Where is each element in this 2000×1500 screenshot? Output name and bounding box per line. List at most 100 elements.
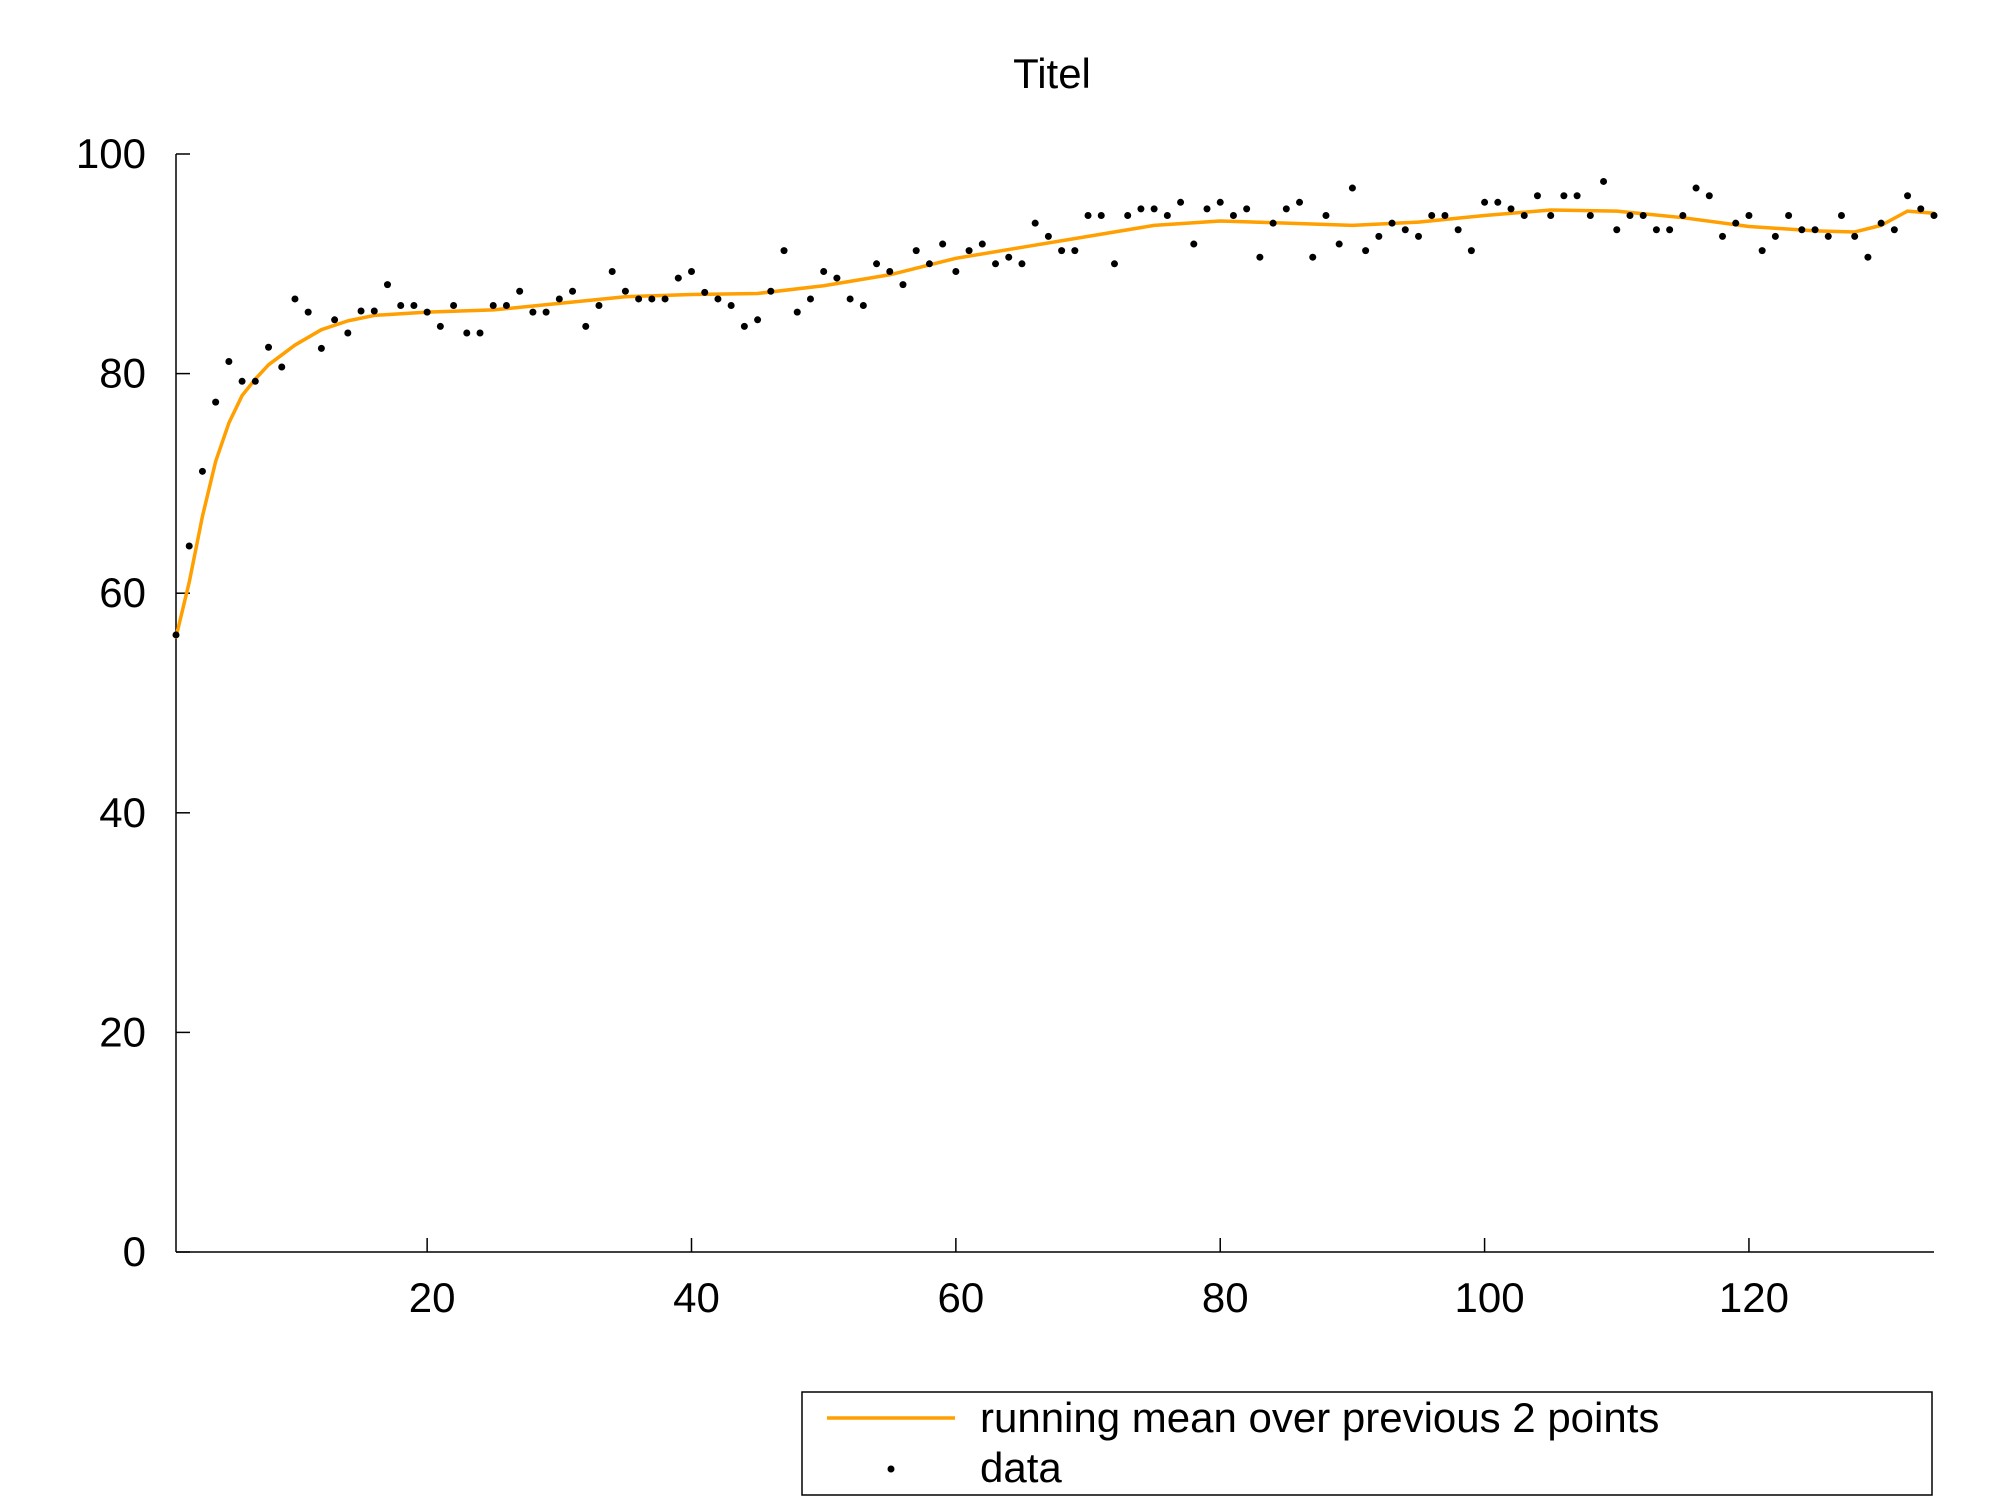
y-tick-label: 60 — [99, 569, 146, 616]
data-point — [1705, 192, 1713, 200]
legend-label-data: data — [980, 1444, 1062, 1491]
data-point — [172, 631, 180, 639]
data-point — [1190, 240, 1198, 248]
data-point — [383, 281, 391, 289]
data-point — [846, 295, 854, 303]
data-point — [436, 322, 444, 330]
data-point — [780, 247, 788, 255]
data-point — [1322, 211, 1330, 219]
data-point — [265, 343, 273, 351]
legend-box — [801, 1391, 1933, 1496]
data-point — [754, 316, 762, 324]
data-point — [740, 322, 748, 330]
data-point — [978, 240, 986, 248]
data-point — [1005, 253, 1013, 261]
data-point — [555, 295, 563, 303]
data-point — [1203, 205, 1211, 213]
data-point — [1785, 211, 1793, 219]
data-point — [1917, 205, 1925, 213]
x-tick-label: 120 — [1719, 1274, 1789, 1321]
data-point — [833, 274, 841, 282]
data-point — [1044, 232, 1052, 240]
data-point — [1018, 260, 1026, 268]
data-point — [859, 302, 867, 310]
data-point — [1296, 198, 1304, 206]
data-point — [714, 295, 722, 303]
data-point — [1613, 226, 1621, 234]
data-point — [502, 302, 510, 310]
data-point — [450, 302, 458, 310]
legend: running mean over previous 2 points data — [801, 1391, 1933, 1496]
data-point — [674, 274, 682, 282]
data-point — [648, 295, 656, 303]
data-point — [1890, 226, 1898, 234]
data-point — [793, 308, 801, 316]
data-point — [1375, 232, 1383, 240]
data-point — [370, 307, 378, 315]
data-point — [1573, 192, 1581, 200]
data-point — [1071, 247, 1079, 255]
data-point — [185, 542, 193, 550]
legend-label-running-mean: running mean over previous 2 points — [980, 1394, 1659, 1441]
data-point — [1229, 211, 1237, 219]
data-point — [423, 308, 431, 316]
data-point — [912, 247, 920, 255]
data-point — [1520, 211, 1528, 219]
axes — [175, 154, 1934, 1253]
data-point — [529, 308, 537, 316]
data-point — [1335, 240, 1343, 248]
data-point — [806, 295, 814, 303]
data-point — [1586, 211, 1594, 219]
data-point — [1732, 219, 1740, 227]
data-point — [1428, 211, 1436, 219]
data-point — [1652, 226, 1660, 234]
data-point — [1877, 219, 1885, 227]
data-point — [1441, 211, 1449, 219]
data-point — [1348, 184, 1356, 192]
data-point — [1560, 192, 1568, 200]
data-point — [1679, 211, 1687, 219]
data-point — [357, 307, 365, 315]
data-point — [1031, 219, 1039, 227]
data-point — [767, 287, 775, 295]
data-point — [1388, 219, 1396, 227]
data-point — [1930, 211, 1938, 219]
data-point — [1282, 205, 1290, 213]
data-point — [1150, 205, 1158, 213]
data-point — [1454, 226, 1462, 234]
data-point — [463, 329, 471, 337]
data-point — [1533, 192, 1541, 200]
data-point — [1719, 232, 1727, 240]
data-point — [278, 363, 286, 371]
data-point — [1163, 211, 1171, 219]
data-point — [542, 308, 550, 316]
data-point — [489, 302, 497, 310]
y-tick-label: 0 — [123, 1228, 146, 1275]
data-point — [1692, 184, 1700, 192]
data-point — [595, 302, 603, 310]
data-point — [1824, 232, 1832, 240]
data-point — [1243, 205, 1251, 213]
data-point — [873, 260, 881, 268]
data-point — [569, 287, 577, 295]
data-point — [410, 302, 418, 310]
data-point — [688, 267, 695, 275]
x-tick-label: 60 — [938, 1274, 985, 1321]
data-point — [886, 267, 894, 275]
data-point — [1058, 247, 1066, 255]
x-axis-ticks: 20 40 60 80 100 120 — [409, 1238, 1789, 1321]
data-point — [965, 247, 973, 255]
running-mean-line — [174, 208, 1936, 639]
data-point — [238, 377, 246, 385]
data-point — [661, 295, 669, 303]
data-point — [225, 358, 233, 366]
data-point — [1256, 253, 1264, 261]
data-point — [1362, 247, 1370, 255]
data-point — [212, 398, 220, 406]
data-point — [1600, 177, 1608, 185]
series-running-mean — [174, 208, 1936, 639]
data-point — [621, 287, 629, 295]
data-point — [1851, 232, 1859, 240]
data-point — [1771, 232, 1779, 240]
x-tick-label: 40 — [673, 1274, 720, 1321]
